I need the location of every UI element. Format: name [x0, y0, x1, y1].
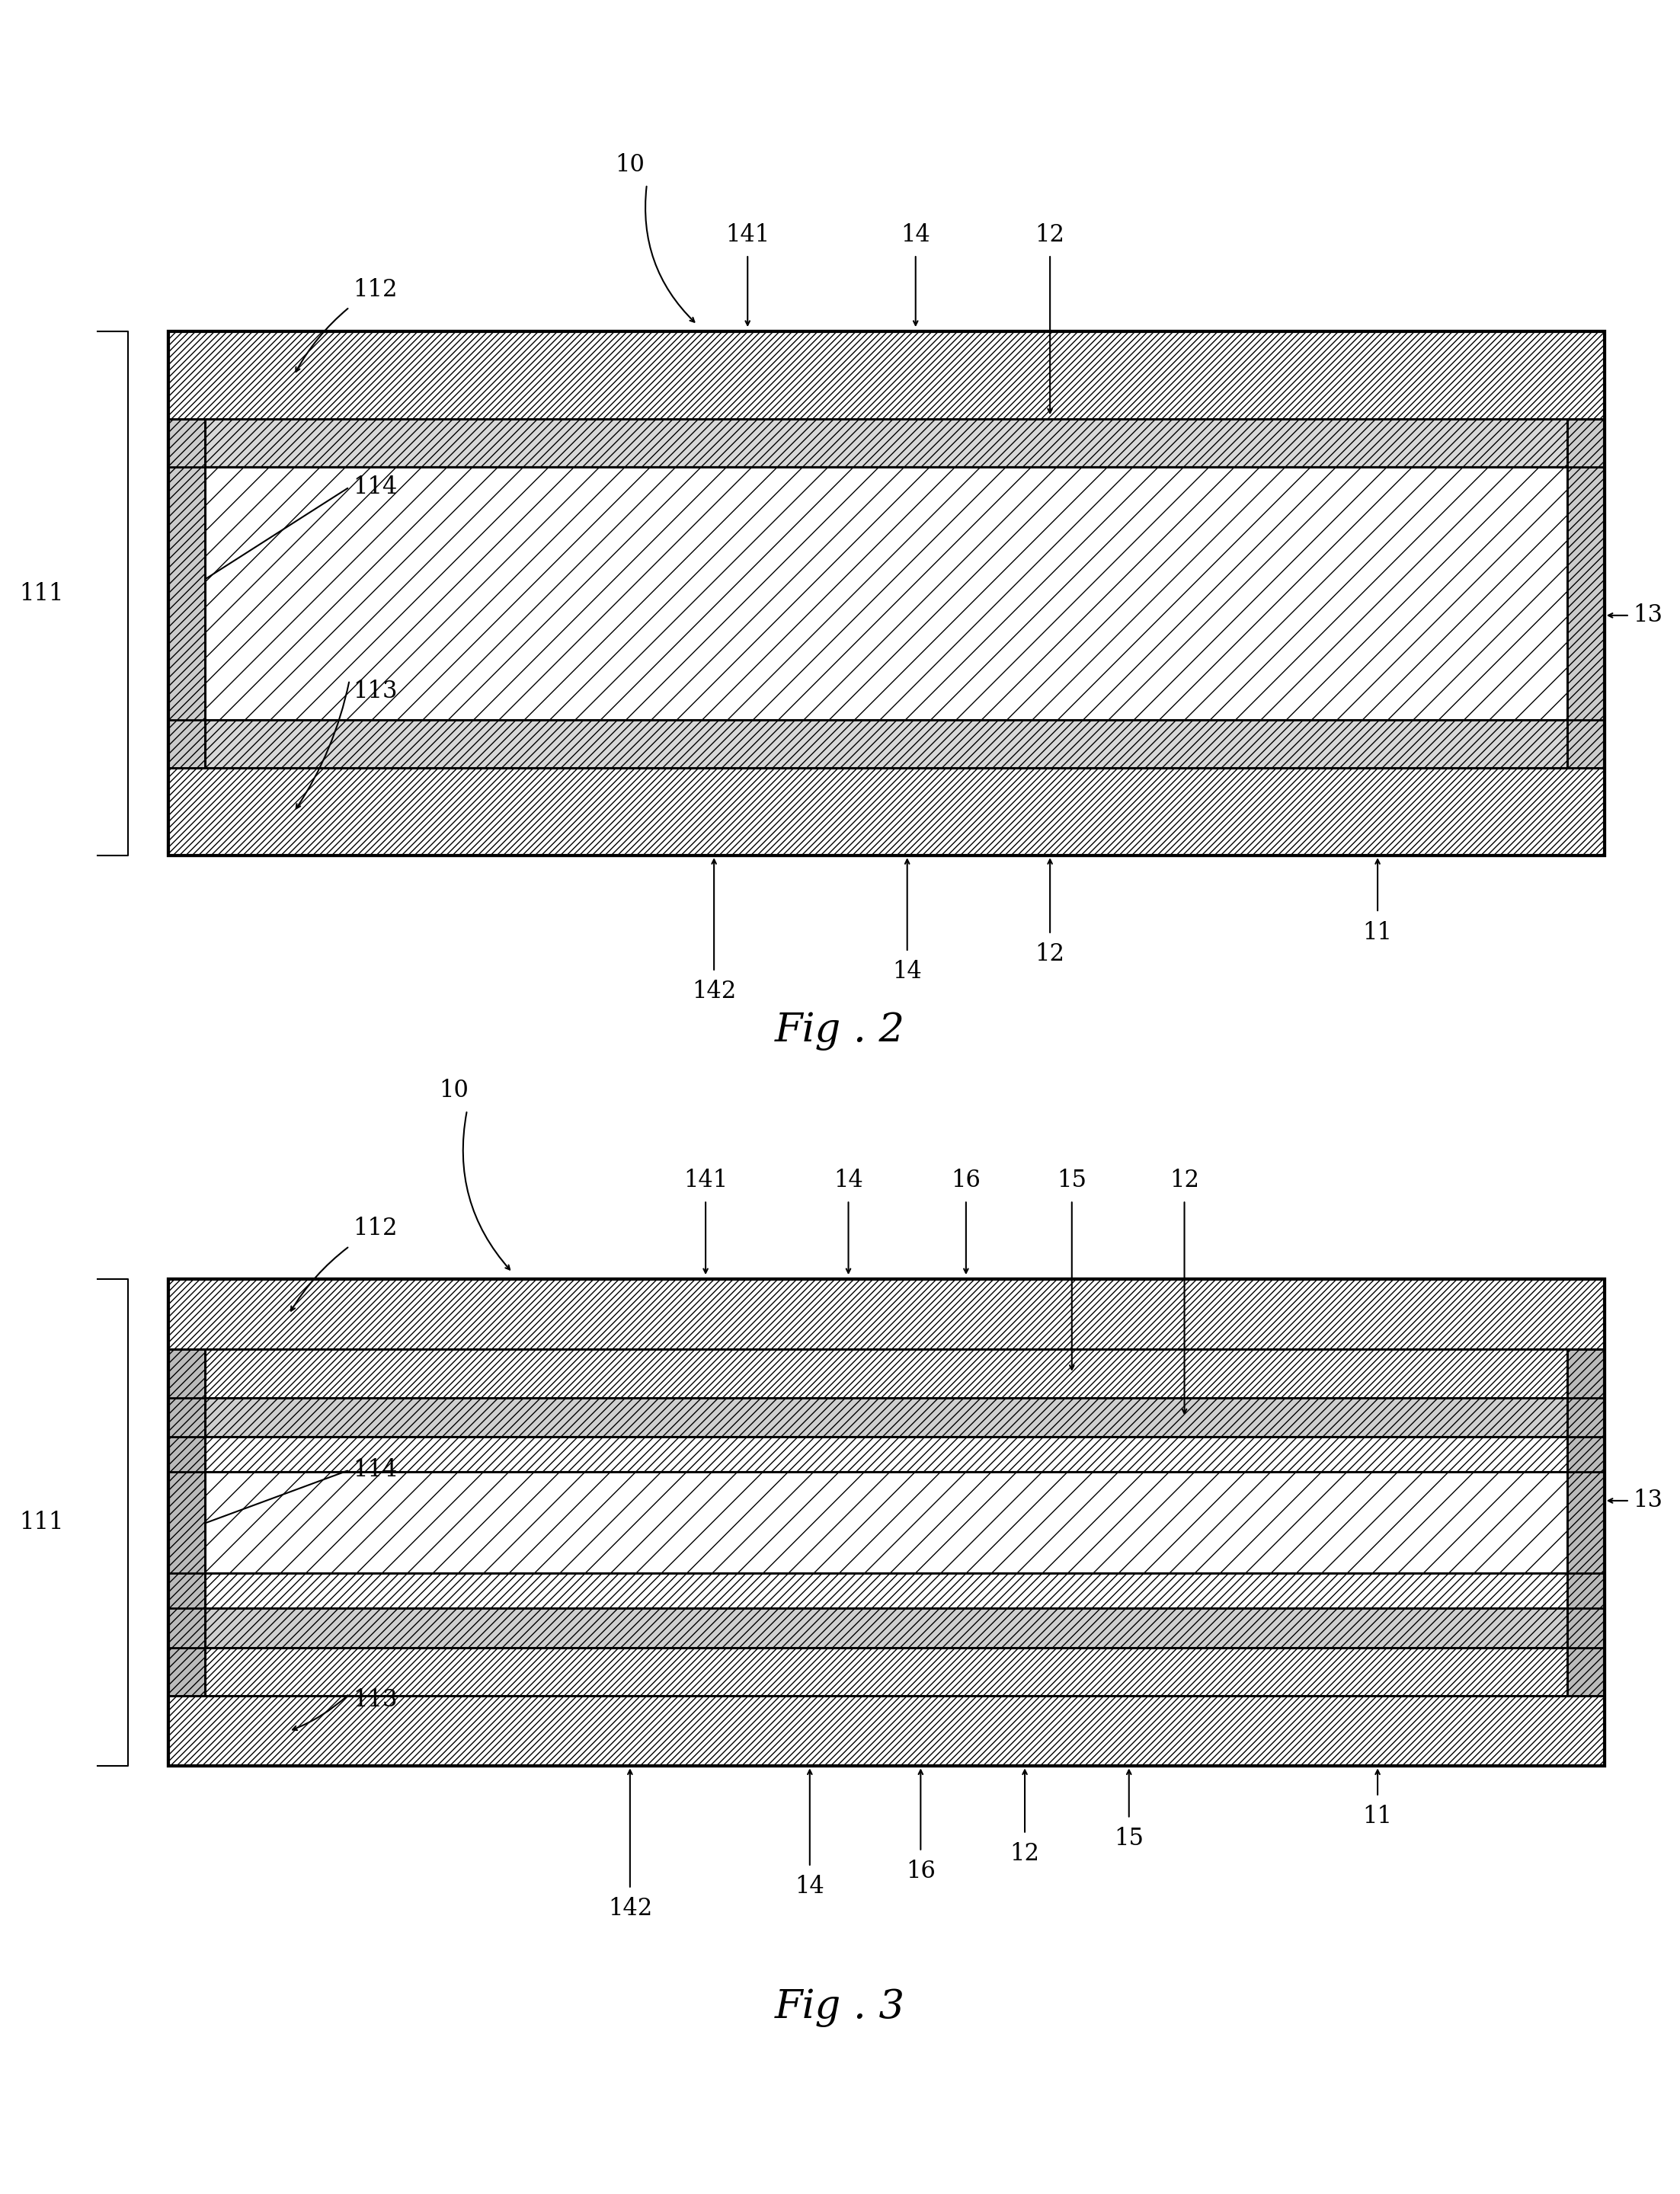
Bar — [168, 419, 1604, 467]
Text: 10: 10 — [615, 154, 645, 176]
Bar — [168, 1696, 1604, 1766]
Text: 112: 112 — [353, 279, 398, 301]
Text: 142: 142 — [692, 981, 736, 1003]
Text: 14: 14 — [900, 224, 931, 246]
Bar — [1567, 419, 1604, 768]
Bar — [168, 1279, 1604, 1766]
Text: 14: 14 — [795, 1876, 825, 1898]
Bar — [168, 1349, 1604, 1398]
Text: 141: 141 — [726, 224, 769, 246]
Bar — [168, 331, 1604, 419]
Text: 12: 12 — [1169, 1169, 1200, 1191]
Text: 111: 111 — [18, 581, 64, 606]
Text: 12: 12 — [1035, 224, 1065, 246]
Text: 141: 141 — [684, 1169, 727, 1191]
Bar — [168, 1648, 1604, 1696]
Bar — [168, 1349, 1604, 1398]
Text: 14: 14 — [833, 1169, 864, 1191]
Text: 112: 112 — [353, 1218, 398, 1240]
Bar — [168, 768, 1604, 856]
Bar — [168, 1472, 1604, 1573]
Text: 12: 12 — [1035, 943, 1065, 965]
Text: 142: 142 — [608, 1898, 652, 1920]
Bar — [168, 1279, 1604, 1349]
Bar — [168, 331, 1604, 419]
Text: 15: 15 — [1057, 1169, 1087, 1191]
Text: 113: 113 — [353, 680, 398, 702]
Text: 15: 15 — [1114, 1828, 1144, 1850]
Bar — [168, 331, 1604, 856]
Text: Fig . 2: Fig . 2 — [774, 1011, 906, 1051]
Bar — [168, 1437, 1604, 1472]
Bar — [168, 419, 205, 768]
Bar — [168, 1648, 1604, 1696]
Text: 10: 10 — [438, 1079, 469, 1101]
Bar — [1567, 1349, 1604, 1696]
Bar — [168, 768, 1604, 856]
Text: 16: 16 — [906, 1861, 936, 1882]
Text: 114: 114 — [353, 476, 396, 498]
Text: 14: 14 — [892, 961, 922, 983]
Text: 114: 114 — [353, 1459, 396, 1481]
Text: 13: 13 — [1633, 603, 1663, 627]
Bar — [168, 720, 1604, 768]
Text: 12: 12 — [1010, 1843, 1040, 1865]
Text: 111: 111 — [18, 1512, 64, 1534]
Bar — [168, 331, 1604, 856]
Text: 11: 11 — [1362, 1806, 1393, 1828]
Bar — [168, 1608, 1604, 1648]
Text: 16: 16 — [951, 1169, 981, 1191]
Text: 11: 11 — [1362, 921, 1393, 943]
Bar — [168, 1349, 205, 1696]
Bar — [168, 1696, 1604, 1766]
Text: 13: 13 — [1633, 1490, 1663, 1512]
Bar — [168, 1279, 1604, 1766]
Text: Fig . 3: Fig . 3 — [774, 1988, 906, 2027]
Bar — [168, 467, 1604, 720]
Bar — [168, 1279, 1604, 1349]
Text: 113: 113 — [353, 1689, 398, 1711]
Bar — [168, 1573, 1604, 1608]
Bar — [168, 1398, 1604, 1437]
